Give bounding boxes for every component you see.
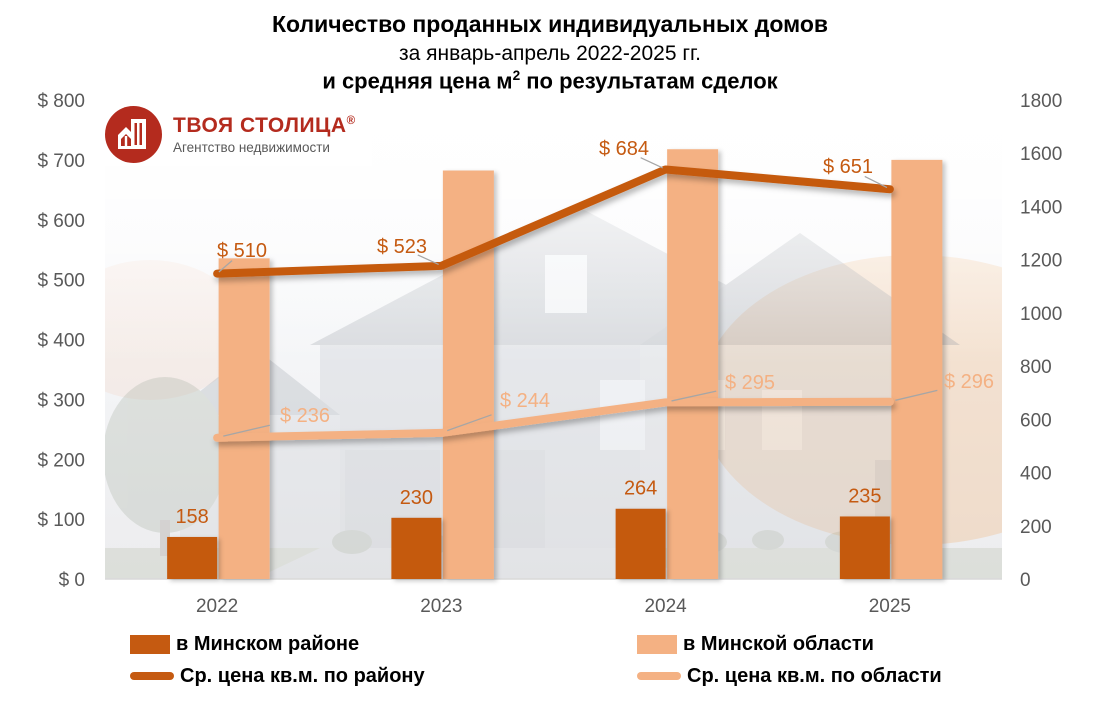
right-axis-tick: 200	[1020, 517, 1052, 538]
bar-region-2023	[442, 170, 494, 579]
bars-layer	[167, 149, 943, 579]
bar-region-2024	[667, 149, 719, 579]
legend-item-district-line: Ср. цена кв.м. по району	[130, 664, 425, 688]
right-axis-tick: 400	[1020, 464, 1052, 485]
legend-item-region-line: Ср. цена кв.м. по области	[637, 664, 942, 688]
x-axis-label: 2025	[869, 596, 911, 617]
bar-district-2025	[839, 516, 890, 579]
bar-value-label: 158	[175, 506, 208, 528]
chart-title-line3: и средняя цена м2 по результатам сделок	[322, 68, 778, 94]
right-axis-tick: 1000	[1020, 304, 1062, 325]
right-axis-tick: 600	[1020, 410, 1052, 431]
chart-title-line2: за январь-апрель 2022-2025 гг.	[399, 41, 701, 65]
line-data-labels: $ 510 $ 523 $ 684 $ 651 $ 236 $ 244 $ 295 $ 296	[217, 138, 994, 427]
left-axis-tick: $ 0	[59, 570, 85, 591]
logo-name: ТВОЯ СТОЛИЦА®	[173, 114, 356, 138]
legend-label-region-bars: в Минской области	[683, 632, 874, 655]
bar-data-labels: 158 230 264 235	[175, 478, 881, 528]
data-label-leader	[864, 175, 888, 189]
left-axis-tick: $ 200	[37, 450, 85, 471]
bar-value-label: 235	[848, 485, 881, 507]
data-label-leader	[895, 389, 938, 401]
data-label-leader	[218, 260, 233, 273]
left-axis-tick: $ 400	[37, 331, 85, 352]
legend-swatch-district-line	[130, 672, 174, 680]
label-leader-lines	[218, 157, 938, 437]
data-label-leader	[417, 254, 439, 266]
logo-buildings-icon	[105, 106, 162, 163]
x-axis-label: 2023	[420, 596, 462, 617]
legend-item-district-bars: в Минском районе	[130, 632, 425, 656]
x-axis-label: 2022	[196, 596, 238, 617]
company-logo: ТВОЯ СТОЛИЦА® Агентство недвижимости	[103, 103, 372, 166]
line-value-label: $ 244	[500, 390, 550, 412]
legend-swatch-region-bar	[637, 634, 677, 654]
legend: в Минском районе Ср. цена кв.м. по район…	[0, 632, 1100, 702]
line-value-label: $ 295	[725, 372, 775, 394]
bar-value-label: 264	[624, 478, 657, 500]
buildings-glyph	[117, 118, 146, 149]
legend-swatch-district-bar	[130, 634, 170, 654]
x-axis-label: 2024	[644, 596, 687, 617]
bar-district-2024	[615, 508, 666, 579]
data-label-leader	[223, 424, 270, 437]
left-axis-tick: $ 100	[37, 510, 85, 531]
bar-district-2022	[167, 536, 218, 579]
left-axis-tick: $ 300	[37, 390, 85, 411]
background-photo	[105, 100, 1002, 579]
left-axis-tick: $ 600	[37, 211, 85, 232]
left-axis-tick: $ 800	[37, 91, 85, 112]
right-axis-tick: 1400	[1020, 197, 1062, 218]
lines-layer	[213, 165, 894, 442]
bar-region-2025	[891, 159, 943, 579]
legend-item-region-bars: в Минской области	[637, 632, 942, 656]
right-axis-tick: 1200	[1020, 251, 1062, 272]
bar-region-2022	[218, 258, 270, 579]
line-value-label: $ 510	[217, 240, 267, 262]
logo-subtitle: Агентство недвижимости	[173, 139, 330, 155]
right-axis-tick: 1600	[1020, 144, 1062, 165]
left-axis-ticks: $ 0 $ 100 $ 200 $ 300 $ 400 $ 500 $ 600 $ 700 $ …	[37, 91, 85, 591]
left-axis-tick: $ 500	[37, 271, 85, 292]
line-value-label: $ 523	[377, 236, 427, 258]
data-label-leader	[671, 390, 717, 402]
legend-label-district-bars: в Минском районе	[176, 632, 360, 655]
right-axis-ticks: 0 200 400 600 800 1000 1200 1400 1600 1800	[1020, 91, 1062, 591]
legend-label-region-line: Ср. цена кв.м. по области	[687, 664, 942, 687]
legend-label-district-line: Ср. цена кв.м. по району	[180, 664, 425, 687]
left-axis-tick: $ 700	[37, 151, 85, 172]
line-value-label: $ 296	[944, 371, 994, 393]
line-value-label: $ 684	[599, 138, 649, 160]
x-axis-category-labels: 2022 2023 2024 2025	[196, 596, 911, 617]
right-axis-tick: 1800	[1020, 91, 1062, 112]
line-value-label: $ 236	[280, 405, 330, 427]
right-axis-tick: 800	[1020, 357, 1052, 378]
line-price-district	[213, 165, 894, 278]
bar-value-label: 230	[400, 487, 433, 509]
data-label-leader	[447, 414, 492, 432]
line-value-label: $ 651	[823, 156, 873, 178]
right-axis-tick: 0	[1020, 570, 1031, 591]
data-label-leader	[640, 157, 663, 169]
line-price-region	[213, 397, 894, 442]
chart-title-line1: Количество проданных индивидуальных домо…	[271, 11, 829, 37]
legend-swatch-region-line	[637, 672, 681, 680]
bar-district-2023	[391, 517, 442, 579]
chart-title: Количество проданных индивидуальных домо…	[0, 10, 1100, 96]
